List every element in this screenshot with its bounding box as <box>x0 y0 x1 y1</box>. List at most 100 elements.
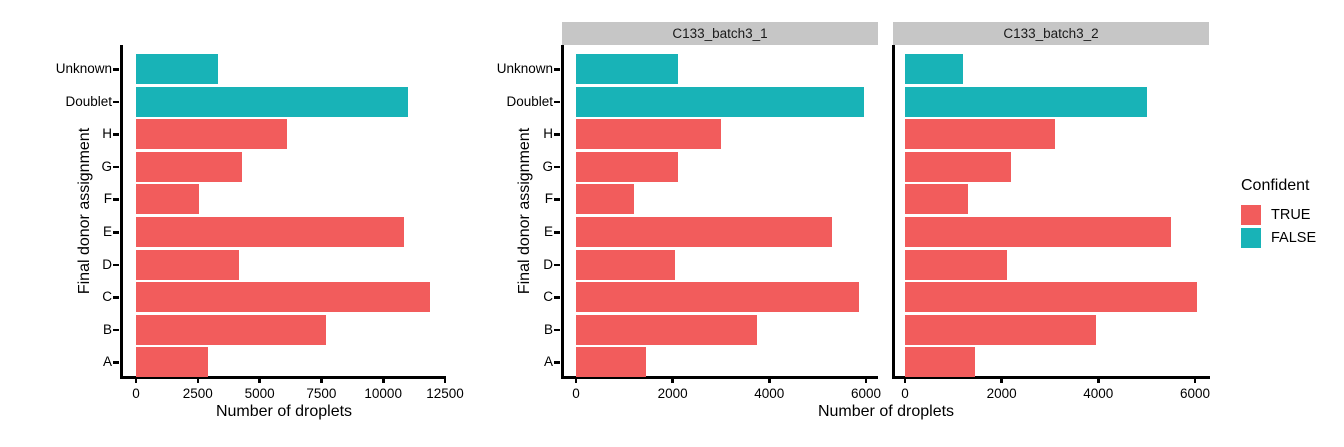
x-tick-label: 10000 <box>364 386 402 401</box>
x-tick <box>134 377 138 383</box>
y-tick <box>113 165 119 169</box>
y-tick-label: G <box>101 158 112 174</box>
y-tick <box>554 263 560 267</box>
bar-unknown <box>136 54 218 84</box>
bar-a <box>576 347 647 378</box>
x-tick <box>574 377 578 383</box>
bar-f <box>136 184 199 215</box>
y-tick-label: Doublet <box>506 93 553 109</box>
y-tick-label: E <box>543 224 553 239</box>
x-tick <box>768 377 771 383</box>
bar-b <box>136 314 327 345</box>
bar-d <box>576 249 676 280</box>
bar-doublet <box>576 86 864 117</box>
x-tick-label: 4000 <box>754 386 785 401</box>
x-tick <box>258 377 261 383</box>
x-tick-label: 6000 <box>850 386 882 401</box>
y-tick-label: B <box>543 321 553 337</box>
x-tick <box>196 377 200 383</box>
x-tick-label: 5000 <box>244 386 275 401</box>
bar-b <box>576 314 758 345</box>
y-tick <box>113 361 119 364</box>
y-tick-label: H <box>543 126 553 142</box>
legend-item-false: FALSE <box>1241 228 1316 248</box>
x-tick <box>1097 377 1100 383</box>
x-tick-label: 12500 <box>426 386 464 401</box>
bar-g <box>136 151 243 182</box>
x-tick-label: 2000 <box>657 386 688 401</box>
facet-strip: C133_batch3_1 <box>562 22 878 45</box>
y-tick-label: D <box>102 256 112 272</box>
y-tick-label: Doublet <box>65 93 112 109</box>
y-tick-label: A <box>102 354 112 370</box>
y-tick <box>554 100 560 104</box>
y-tick <box>113 328 119 332</box>
x-tick <box>1193 377 1197 383</box>
bar-doublet <box>905 86 1147 117</box>
y-tick <box>554 231 560 234</box>
y-tick <box>554 133 560 136</box>
bar-e <box>576 217 833 247</box>
legend-item-true: TRUE <box>1241 205 1316 225</box>
y-tick <box>113 100 119 104</box>
y-tick <box>554 68 560 71</box>
bar-f <box>905 184 968 215</box>
bar-h <box>136 119 287 150</box>
x-tick-label: 2500 <box>182 386 213 401</box>
x-tick <box>903 377 907 383</box>
y-tick-label: F <box>544 191 553 207</box>
x-axis-line <box>891 375 1210 379</box>
bar-d <box>136 249 239 280</box>
bar-h <box>576 119 721 150</box>
y-tick-label: H <box>102 126 112 142</box>
x-tick-label: 7500 <box>306 386 337 401</box>
x-tick <box>443 377 447 383</box>
bar-g <box>576 151 678 182</box>
x-axis-line <box>560 375 878 379</box>
y-tick-label: C <box>543 289 553 305</box>
y-tick-label: Unknown <box>496 61 553 76</box>
bar-a <box>136 347 208 378</box>
y-axis-line <box>560 45 564 379</box>
bar-unknown <box>905 54 963 84</box>
legend: Confident TRUE FALSE <box>1241 177 1316 251</box>
x-tick <box>1000 377 1003 383</box>
legend-label-false: FALSE <box>1271 230 1317 246</box>
legend-label-true: TRUE <box>1271 207 1311 223</box>
y-tick <box>113 231 119 234</box>
x-tick-label: 2000 <box>986 386 1017 401</box>
y-tick <box>554 198 560 201</box>
y-tick-label: G <box>542 158 553 174</box>
y-tick-label: C <box>102 289 112 305</box>
x-axis-title-right: Number of droplets <box>817 403 955 420</box>
y-tick <box>113 263 119 267</box>
bar-e <box>136 217 405 247</box>
bar-b <box>905 314 1096 345</box>
y-tick-label: B <box>102 321 112 337</box>
y-tick <box>113 133 119 136</box>
y-axis-line <box>119 45 123 379</box>
legend-swatch-false-icon <box>1241 228 1261 248</box>
bar-c <box>905 282 1198 313</box>
legend-title: Confident <box>1241 177 1310 194</box>
y-tick <box>113 68 119 71</box>
y-tick-label: Unknown <box>55 61 112 76</box>
bar-g <box>905 151 1012 182</box>
x-axis-title-left: Number of droplets <box>215 403 353 420</box>
x-tick <box>864 377 868 383</box>
bar-e <box>905 217 1171 247</box>
y-axis-line <box>891 45 895 379</box>
x-tick-label: 0 <box>901 386 909 401</box>
bar-h <box>905 119 1055 150</box>
x-axis-line <box>119 375 446 379</box>
x-tick <box>382 377 385 383</box>
y-tick <box>554 328 560 332</box>
x-tick <box>671 377 674 383</box>
y-tick <box>113 198 119 201</box>
y-tick-label: D <box>543 256 553 272</box>
x-tick-label: 4000 <box>1083 386 1114 401</box>
y-tick-label: A <box>543 354 553 370</box>
legend-swatch-true-icon <box>1241 205 1261 225</box>
bar-doublet <box>136 86 408 117</box>
